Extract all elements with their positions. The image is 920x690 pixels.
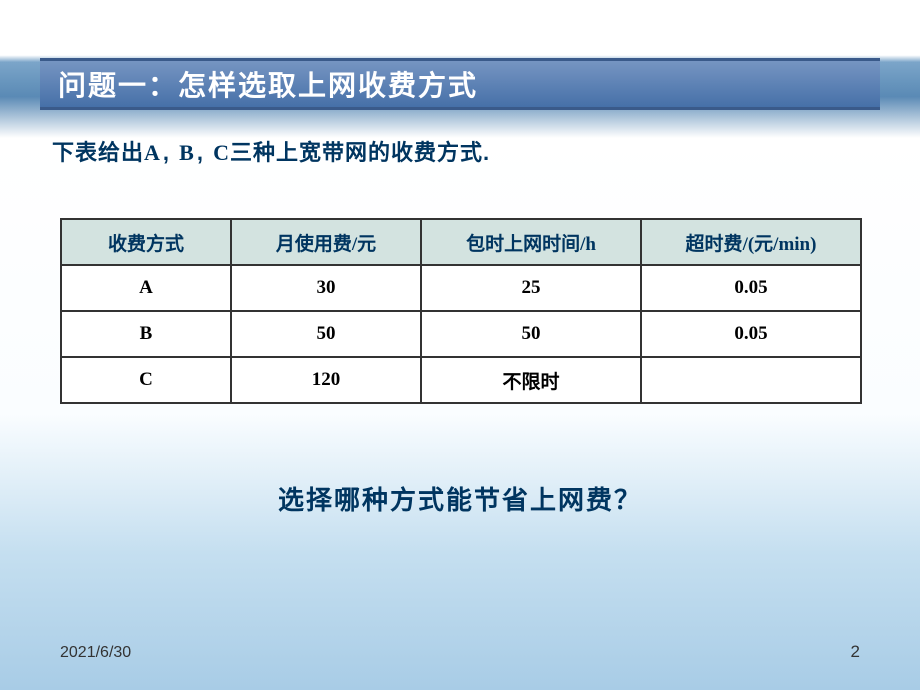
cell-overtime: 0.05 [641, 311, 861, 357]
cell-plan: C [61, 357, 231, 403]
cell-hours: 50 [421, 311, 641, 357]
table-row: B 50 50 0.05 [61, 311, 861, 357]
cell-hours: 25 [421, 265, 641, 311]
slide-title: 问题一：怎样选取上网收费方式 [58, 64, 478, 104]
cell-overtime: 0.05 [641, 265, 861, 311]
question-text: 选择哪种方式能节省上网费？ [0, 480, 920, 517]
cell-fee: 50 [231, 311, 421, 357]
header-fee: 月使用费/元 [231, 219, 421, 265]
header-overtime: 超时费/(元/min) [641, 219, 861, 265]
page-number: 2 [851, 642, 860, 662]
title-bar: 问题一：怎样选取上网收费方式 [40, 58, 880, 110]
cell-plan: A [61, 265, 231, 311]
table-header-row: 收费方式 月使用费/元 包时上网时间/h 超时费/(元/min) [61, 219, 861, 265]
header-hours: 包时上网时间/h [421, 219, 641, 265]
slide-date: 2021/6/30 [60, 644, 131, 662]
header-plan: 收费方式 [61, 219, 231, 265]
pricing-table: 收费方式 月使用费/元 包时上网时间/h 超时费/(元/min) A 30 25… [60, 218, 862, 404]
subtitle: 下表给出A, B, C三种上宽带网的收费方式. [52, 135, 490, 167]
cell-hours: 不限时 [421, 357, 641, 403]
cell-overtime [641, 357, 861, 403]
table-row: A 30 25 0.05 [61, 265, 861, 311]
cell-fee: 120 [231, 357, 421, 403]
cell-fee: 30 [231, 265, 421, 311]
table-row: C 120 不限时 [61, 357, 861, 403]
cell-plan: B [61, 311, 231, 357]
